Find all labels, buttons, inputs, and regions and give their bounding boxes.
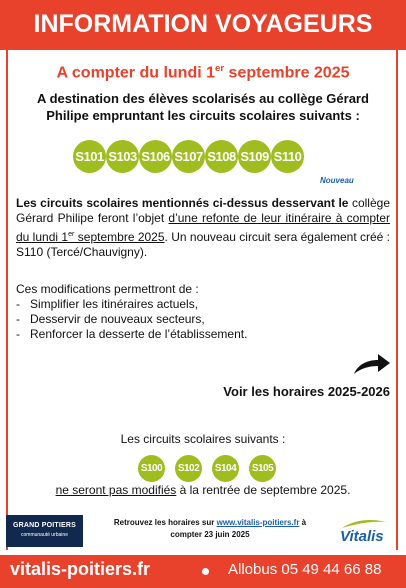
modifications-intro: Ces modifications permettront de : <box>16 282 199 296</box>
retrouvez-prefix: Retrouvez les horaires sur <box>113 518 217 527</box>
page-header: INFORMATION VOYAGEURS <box>0 0 406 50</box>
vitalis-wordmark: Vitalis <box>340 528 384 545</box>
gp-logo-name: GRAND POITIERS <box>12 522 77 529</box>
non-modifies-underlined: ne seront pas modifiés <box>55 483 177 497</box>
vitalis-swoosh-icon <box>342 520 386 528</box>
retrouvez-text: Retrouvez les horaires sur www.vitalis-p… <box>90 517 330 541</box>
circuit-badge: S106 <box>139 140 172 173</box>
footer-site[interactable]: vitalis-poitiers.fr <box>10 559 151 579</box>
header-title: INFORMATION VOYAGEURS <box>33 10 373 38</box>
body-underlined: d’une refonte de leur itinéraire à compt… <box>16 211 390 244</box>
circuits-non-modifies: S100 S102 S104 S105 <box>138 455 286 482</box>
vitalis-logo: Vitalis <box>340 518 398 548</box>
circuits-modifies: S101 S103 S106 S107 S108 S109 S110 <box>73 140 304 173</box>
page-footer: vitalis-poitiers.fr Allobus 05 49 44 66 … <box>0 555 406 588</box>
content-frame <box>6 50 398 550</box>
body-underlined-text: d’une refonte de leur itinéraire à compt… <box>16 211 391 244</box>
circuit-badge: S105 <box>249 455 276 482</box>
circuit-badge: S109 <box>238 140 271 173</box>
date-prefix: A compter du lundi 1 <box>56 64 216 82</box>
footer-phone: Allobus 05 49 44 66 88 <box>228 561 382 578</box>
body-part3: . Un nouveau circuit sera également créé… <box>16 230 391 259</box>
date-sup: er <box>215 63 225 74</box>
body-part2: collège Gérard Philipe feront l’objet <box>16 196 390 225</box>
non-modifies-text: ne seront pas modifiés à la rentrée de s… <box>16 483 390 497</box>
circuit-badge: S107 <box>172 140 205 173</box>
retrouvez-suffix: à <box>299 518 307 527</box>
date-title: A compter du lundi 1er septembre 2025 <box>0 63 406 82</box>
circuit-badge: S103 <box>106 140 139 173</box>
intro-text: A destination des élèves scolarisés au c… <box>37 91 369 123</box>
grand-poitiers-logo: GRAND POITIERS communauté urbaine <box>6 515 83 547</box>
circuit-badge: S108 <box>205 140 238 173</box>
circuit-badge: S100 <box>138 455 165 482</box>
date-suffix: septembre 2025 <box>224 64 350 82</box>
suivants-label: Les circuits scolaires suivants : <box>120 432 286 446</box>
circuit-badge: S110 <box>271 140 304 173</box>
list-item: Desservir de nouveaux secteurs, <box>16 312 390 327</box>
nouveau-label: Nouveau <box>320 176 354 185</box>
body-underlined-sup: er <box>68 229 75 238</box>
non-modifies-rest: à la rentrée de septembre 2025. <box>176 483 351 497</box>
list-item: Simplifier les itinéraires actuels, <box>16 297 390 312</box>
circuit-badge: S102 <box>175 455 202 482</box>
body-paragraph: Les circuits scolaires mentionnés ci-des… <box>16 196 390 260</box>
circuit-badge: S104 <box>212 455 239 482</box>
body-bold: Les circuits scolaires mentionnés ci-des… <box>16 196 349 210</box>
list-item: Renforcer la desserte de l’établissement… <box>16 327 390 342</box>
curved-arrow-icon <box>354 354 390 374</box>
circuit-badge: S101 <box>73 140 106 173</box>
website-link[interactable]: www.vitalis-poitiers.fr <box>216 518 300 527</box>
voir-horaires-link[interactable]: Voir les horaires 2025-2026 <box>223 384 390 399</box>
body-underlined-end: septembre 2025 <box>74 230 165 244</box>
bullet-icon <box>202 568 209 575</box>
modifications-block: Ces modifications permettront de : Simpl… <box>16 282 390 342</box>
retrouvez-line2: compter 23 juin 2025 <box>170 530 250 539</box>
modifications-list: Simplifier les itinéraires actuels, Dess… <box>16 297 390 342</box>
gp-logo-sub: communauté urbaine <box>21 532 68 538</box>
